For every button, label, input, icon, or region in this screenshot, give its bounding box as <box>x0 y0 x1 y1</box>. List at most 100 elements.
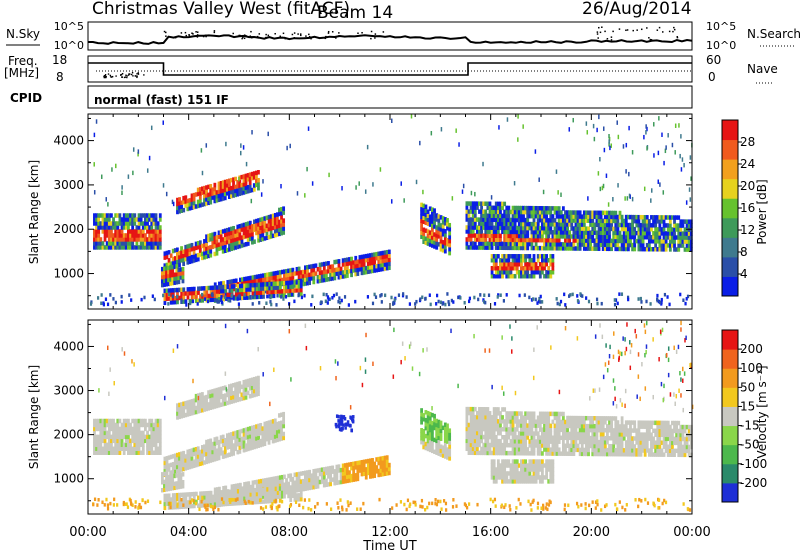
power-cell <box>600 301 603 306</box>
power-noise <box>616 120 618 125</box>
power-cell <box>543 225 546 231</box>
power-cell <box>599 210 603 216</box>
velocity-cell <box>230 484 234 489</box>
velocity-cell <box>200 460 204 466</box>
velocity-cell <box>439 428 443 434</box>
velocity-cell <box>312 484 316 490</box>
velocity-cell <box>236 438 240 443</box>
power-cell <box>618 210 622 216</box>
velocity-cell <box>137 430 141 436</box>
power-cell <box>211 191 215 196</box>
power-cell <box>620 234 624 240</box>
power-cell <box>322 277 326 283</box>
velocity-cell <box>137 450 141 455</box>
power-cell <box>402 292 405 296</box>
power-cell <box>532 229 536 235</box>
power-cell <box>186 206 190 212</box>
velocity-cell <box>291 480 295 486</box>
velocity-cell <box>194 491 198 497</box>
power-cell <box>668 302 671 307</box>
power-cell <box>176 294 179 299</box>
velocity-cell <box>246 446 250 452</box>
power-cell <box>492 205 496 211</box>
velocity-cell <box>426 422 430 428</box>
power-cell <box>505 262 509 267</box>
power-cell <box>269 222 273 227</box>
power-noise <box>690 176 692 181</box>
power-cell <box>433 236 436 241</box>
power-cell <box>488 209 492 214</box>
power-cell <box>650 227 653 232</box>
velocity-cell <box>545 411 548 417</box>
velocity-cell <box>133 426 137 432</box>
power-cell <box>515 254 519 259</box>
power-cell <box>496 266 500 271</box>
power-cell <box>507 237 511 243</box>
power-noise <box>328 172 330 178</box>
power-cell <box>673 219 676 224</box>
power-cell <box>209 188 213 193</box>
power-cell <box>503 262 507 267</box>
power-cell <box>242 226 246 232</box>
velocity-cell <box>163 471 166 477</box>
power-cell <box>275 232 279 237</box>
velocity-cell <box>248 430 252 435</box>
power-cell <box>526 266 530 271</box>
power-cell <box>320 262 324 267</box>
nsky-dot <box>163 30 166 33</box>
power-cell <box>160 270 164 276</box>
power-cell <box>610 242 614 248</box>
power-cell <box>499 266 502 271</box>
power-cell <box>503 266 507 271</box>
power-cell <box>218 285 221 290</box>
velocity-cell <box>209 446 213 451</box>
power-cell <box>238 224 242 229</box>
velocity-cell <box>278 475 282 480</box>
power-cell <box>614 226 618 232</box>
power-cell <box>163 274 166 279</box>
power-cell <box>257 294 261 300</box>
power-cell <box>492 266 496 271</box>
velocity-cell <box>234 493 238 498</box>
velocity-cell <box>156 422 160 428</box>
power-cell <box>547 230 551 235</box>
power-cell <box>556 301 559 306</box>
power-cell <box>447 300 450 304</box>
power-cell <box>242 242 246 248</box>
velocity-cell <box>239 492 242 498</box>
power-cell <box>360 258 364 264</box>
power-cell <box>377 251 381 257</box>
power-cell <box>223 179 227 185</box>
velocity-cell <box>122 418 126 424</box>
velocity-cell <box>314 468 318 474</box>
power-cell <box>645 223 649 228</box>
velocity-cell <box>110 434 113 440</box>
power-cell <box>107 245 111 250</box>
velocity-cell <box>528 415 532 420</box>
power-cell <box>262 294 265 299</box>
velocity-cell <box>239 482 242 488</box>
velocity-cell <box>486 426 490 432</box>
power-cell <box>503 225 507 231</box>
power-cell <box>169 288 173 293</box>
velocity-cell <box>196 450 200 455</box>
power-cell <box>244 222 248 227</box>
power-cell <box>505 213 509 219</box>
velocity-cell <box>435 418 439 424</box>
velocity-cell <box>350 477 353 483</box>
velocity-cell <box>314 476 318 482</box>
power-cell <box>689 243 693 248</box>
power-cell <box>547 266 551 271</box>
velocity-cell <box>492 415 496 420</box>
power-cell <box>463 300 466 305</box>
power-cell <box>687 247 691 252</box>
power-cell <box>671 239 674 244</box>
velocity-cell <box>276 475 280 481</box>
velocity-cell <box>480 407 483 412</box>
power-cell <box>232 278 236 284</box>
nsky-dot <box>241 37 243 40</box>
power-cell <box>433 240 436 245</box>
power-noise <box>568 127 571 132</box>
nsky-dot <box>640 28 643 31</box>
velocity-cell <box>341 471 345 476</box>
